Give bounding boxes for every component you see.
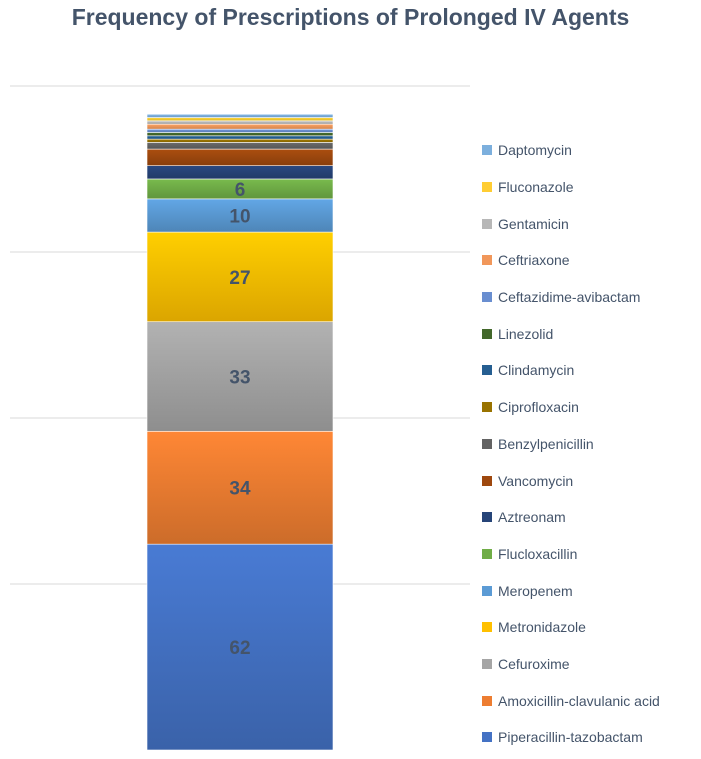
legend-label: Meropenem [498,582,573,599]
legend-label: Piperacillin-tazobactam [498,729,643,746]
data-label-amoxicillin-clavulanic-acid: 34 [229,479,251,500]
legend-item-aztreonam: Aztreonam [482,499,660,536]
legend-item-cefuroxime: Cefuroxime [482,646,660,683]
legend-swatch [482,658,492,669]
legend-item-ceftriaxone: Ceftriaxone [482,242,660,279]
data-label-metronidazole: 27 [229,268,250,289]
bar-segment-ciprofloxacin [146,138,334,143]
legend-swatch [482,255,492,266]
data-label-flucloxacillin: 6 [235,180,246,201]
legend-label: Flucloxacillin [498,545,578,562]
legend-swatch [482,475,492,486]
legend-label: Benzylpenicillin [498,435,594,452]
legend-label: Metronidazole [498,619,586,636]
bar-segment-clindamycin [146,135,334,140]
bar-segment-meropenem [146,198,334,233]
legend-label: Gentamicin [498,215,569,232]
legend-item-ciprofloxacin: Ciprofloxacin [482,389,660,426]
legend-label: Ceftriaxone [498,252,570,269]
bar-segment-amoxicillin-clavulanic-acid [146,430,334,545]
legend-swatch [482,585,492,596]
legend-item-meropenem: Meropenem [482,572,660,609]
legend-item-daptomycin: Daptomycin [482,132,660,169]
bar-segment-vancomycin [146,148,334,166]
legend-label: Ciprofloxacin [498,399,579,416]
legend-swatch [482,328,492,339]
bar-segment-aztreonam [146,165,334,180]
legend-item-flucloxacillin: Flucloxacillin [482,536,660,573]
legend-label: Clindamycin [498,362,575,379]
bar-segment-fluconazole [146,117,334,122]
legend-swatch [482,218,492,229]
data-label-meropenem: 10 [229,206,250,227]
legend-item-ceftazidime-avibactam: Ceftazidime-avibactam [482,279,660,316]
legend-label: Vancomycin [498,472,574,489]
legend-swatch [482,182,492,193]
legend-label: Linezolid [498,325,554,342]
legend-swatch [482,145,492,156]
legend-swatch [482,438,492,449]
legend-label: Ceftazidime-avibactam [498,289,641,306]
legend-item-benzylpenicillin: Benzylpenicillin [482,426,660,463]
data-label-piperacillin-tazobactam: 62 [229,638,250,659]
legend-swatch [482,292,492,303]
bar-segment-daptomycin [146,113,334,118]
bar-segment-ceftriaxone [146,123,334,130]
legend-label: Fluconazole [498,179,574,196]
legend-swatch [482,622,492,633]
data-label-cefuroxime: 33 [229,368,250,389]
bar-segment-linezolid [146,132,334,137]
bar-segment-piperacillin-tazobactam [146,543,334,751]
legend-label: Cefuroxime [498,655,570,672]
legend-item-linezolid: Linezolid [482,315,660,352]
chart-title: Frequency of Prescriptions of Prolonged … [71,4,630,30]
legend-item-amoxicillin-clavulanic-acid: Amoxicillin-clavulanic acid [482,682,660,719]
legend-label: Amoxicillin-clavulanic acid [498,692,660,709]
legend-item-gentamicin: Gentamicin [482,205,660,242]
legend-item-metronidazole: Metronidazole [482,609,660,646]
legend-swatch [482,365,492,376]
bar-segment-ceftazidime-avibactam [146,128,334,133]
legend: Daptomycin Fluconazole Gentamicin Ceftriaxo… [482,132,660,756]
legend-item-fluconazole: Fluconazole [482,169,660,206]
legend-item-vancomycin: Vancomycin [482,462,660,499]
legend-label: Daptomycin [498,142,572,159]
legend-item-clindamycin: Clindamycin [482,352,660,389]
legend-swatch [482,548,492,559]
legend-item-piperacillin-tazobactam: Piperacillin-tazobactam [482,719,660,756]
bar-segment-gentamicin [146,120,334,125]
legend-label: Aztreonam [498,509,566,526]
legend-swatch [482,512,492,523]
legend-swatch [482,732,492,743]
legend-swatch [482,402,492,413]
bar-segment-benzylpenicillin [146,142,334,150]
legend-swatch [482,695,492,706]
